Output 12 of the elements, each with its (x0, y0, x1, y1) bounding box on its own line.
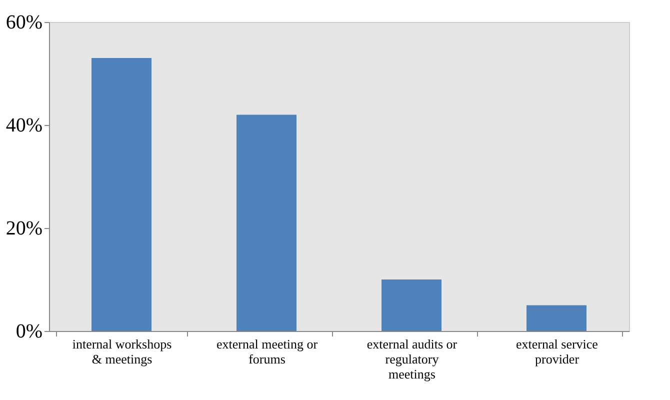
x-tick-label: external service provider (516, 336, 598, 366)
y-tick-label: 40% (6, 114, 42, 136)
y-tick-label: 0% (16, 320, 42, 342)
bar (92, 58, 152, 331)
x-tick-label: external meeting or forums (216, 336, 318, 366)
x-tick-label: internal workshops & meetings (72, 336, 172, 366)
bar (526, 305, 586, 331)
bar (236, 114, 296, 331)
y-tick-label: 60% (6, 12, 42, 34)
bar (382, 280, 442, 331)
y-tick-label: 20% (6, 218, 42, 240)
x-tick-label: external audits or regulatory meetings (366, 336, 458, 382)
